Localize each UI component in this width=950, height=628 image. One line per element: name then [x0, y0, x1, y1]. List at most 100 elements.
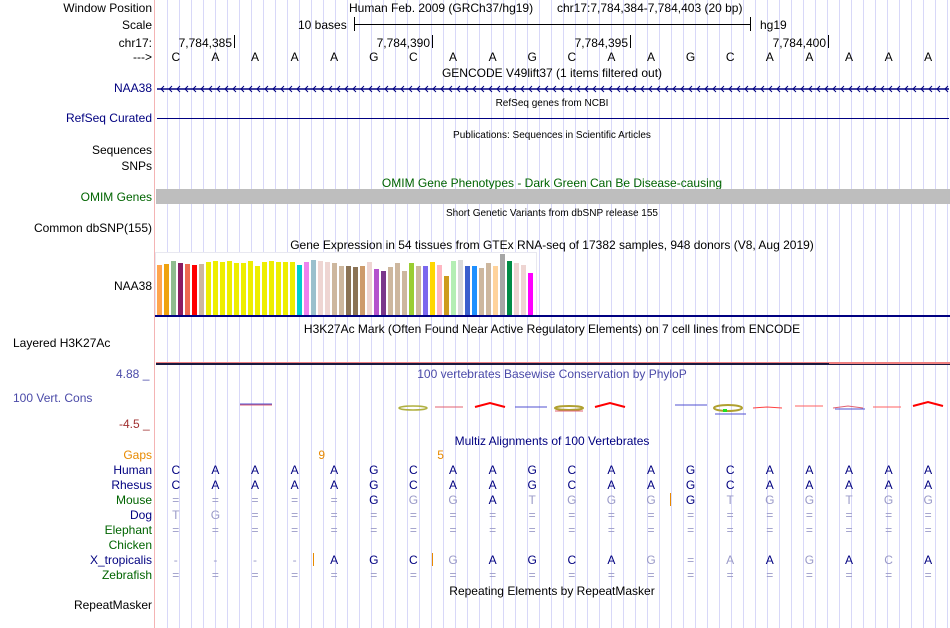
sequence-base: A: [884, 50, 893, 64]
gtex-tissue-bar[interactable]: [213, 261, 218, 316]
gtex-tissue-bar[interactable]: [465, 266, 470, 316]
gtex-tissue-bar[interactable]: [395, 263, 400, 316]
gridline: [935, 0, 936, 628]
ruler-tick: [630, 35, 631, 48]
gtex-tissue-bar[interactable]: [374, 269, 379, 316]
gtex-tissue-bar[interactable]: [164, 264, 169, 316]
species-label-mouse[interactable]: Mouse: [115, 493, 152, 507]
gridline: [779, 0, 780, 628]
gtex-tissue-bar[interactable]: [486, 263, 491, 316]
alignment-base: =: [251, 568, 259, 582]
gtex-tissue-bar[interactable]: [430, 262, 435, 316]
species-label-human[interactable]: Human: [113, 463, 152, 477]
gtex-tissue-bar[interactable]: [402, 271, 407, 316]
gtex-tissue-bar[interactable]: [507, 261, 512, 316]
gene-naa38[interactable]: [157, 82, 949, 94]
gtex-tissue-bar[interactable]: [353, 267, 358, 316]
gtex-tissue-bar[interactable]: [227, 261, 232, 316]
alignment-base: =: [172, 523, 180, 537]
gtex-tissue-bar[interactable]: [311, 260, 316, 316]
gaps-label[interactable]: Gaps: [123, 448, 152, 462]
gtex-tissue-bar[interactable]: [367, 262, 372, 316]
gtex-tissue-bar[interactable]: [493, 266, 498, 316]
gtex-tissue-bar[interactable]: [514, 263, 519, 316]
alignment-base: A: [924, 553, 933, 567]
alignment-base: A: [448, 478, 458, 492]
omim-label[interactable]: OMIM Genes: [80, 190, 152, 204]
gtex-tissue-bar[interactable]: [283, 262, 288, 316]
gtex-tissue-bar[interactable]: [479, 268, 484, 316]
gtex-tissue-bar[interactable]: [199, 264, 204, 316]
gtex-tissue-bar[interactable]: [234, 263, 239, 316]
gridline: [815, 0, 816, 628]
publications-label-snps[interactable]: SNPs: [121, 159, 152, 173]
gtex-tissue-bar[interactable]: [241, 263, 246, 316]
gtex-tissue-bar[interactable]: [346, 266, 351, 316]
phylop-mark: [474, 401, 506, 408]
species-label-elephant[interactable]: Elephant: [104, 523, 152, 537]
gtex-tissue-bar[interactable]: [290, 262, 295, 316]
gridline: [551, 0, 552, 628]
gtex-tissue-bar[interactable]: [304, 262, 309, 316]
dbsnp-label[interactable]: Common dbSNP(155): [33, 221, 152, 235]
gtex-tissue-bar[interactable]: [360, 266, 365, 316]
gtex-tissue-bar[interactable]: [388, 267, 393, 316]
gtex-tissue-bar[interactable]: [528, 273, 533, 316]
alignment-base: G: [527, 463, 537, 477]
phylop-mark: [398, 405, 428, 411]
gtex-tissue-bar[interactable]: [325, 262, 330, 316]
alignment-base: C: [409, 463, 418, 477]
gtex-tissue-bar[interactable]: [381, 271, 386, 316]
gtex-label[interactable]: NAA38: [113, 279, 152, 293]
phylop-label[interactable]: 100 Vert. Cons: [13, 391, 93, 405]
gencode-label[interactable]: NAA38: [113, 81, 152, 95]
publications-label-sequences[interactable]: Sequences: [91, 143, 152, 157]
gtex-tissue-bar[interactable]: [409, 263, 414, 316]
sequence-base: A: [607, 50, 616, 64]
gtex-tissue-bar[interactable]: [416, 266, 421, 316]
gtex-tissue-bar[interactable]: [500, 254, 505, 316]
gtex-tissue-bar[interactable]: [255, 266, 260, 316]
gtex-tissue-bar[interactable]: [297, 265, 302, 316]
gtex-tissue-bar[interactable]: [458, 260, 463, 316]
refseq-gene-line[interactable]: [157, 118, 949, 119]
species-label-zebrafish[interactable]: Zebrafish: [101, 568, 152, 582]
gtex-tissue-bar[interactable]: [423, 266, 428, 316]
gtex-tissue-bar[interactable]: [262, 262, 267, 316]
species-label-rhesus[interactable]: Rhesus: [111, 478, 152, 492]
repeatmasker-label[interactable]: RepeatMasker: [73, 598, 152, 612]
scale-db: hg19: [760, 18, 787, 32]
gtex-tissue-bar[interactable]: [269, 261, 274, 316]
gtex-tissue-bar[interactable]: [521, 265, 526, 316]
gtex-tissue-bar[interactable]: [451, 261, 456, 316]
alignment-base: A: [924, 478, 933, 492]
refseq-label[interactable]: RefSeq Curated: [65, 111, 152, 125]
gtex-tissue-bar[interactable]: [472, 266, 477, 316]
gtex-tissue-bar[interactable]: [444, 276, 449, 316]
phylop-title: 100 vertebrates Basewise Conservation by…: [417, 367, 687, 381]
gtex-tissue-bar[interactable]: [185, 264, 190, 316]
gtex-tissue-bar[interactable]: [332, 263, 337, 316]
gtex-tissue-bar[interactable]: [157, 265, 162, 316]
gtex-bar-chart[interactable]: [155, 252, 537, 317]
gtex-tissue-bar[interactable]: [192, 265, 197, 316]
omim-bar[interactable]: [156, 189, 950, 204]
gtex-tissue-bar[interactable]: [318, 261, 323, 316]
sequence-base: A: [924, 50, 933, 64]
gtex-tissue-bar[interactable]: [248, 261, 253, 316]
alignment-base: G: [765, 493, 775, 507]
species-label-dog[interactable]: Dog: [129, 508, 152, 522]
alignment-base: A: [844, 463, 854, 477]
gtex-tissue-bar[interactable]: [206, 262, 211, 316]
gtex-tissue-bar[interactable]: [276, 262, 281, 316]
gtex-tissue-bar[interactable]: [437, 265, 442, 316]
gridline: [839, 0, 840, 628]
species-label-chicken[interactable]: Chicken: [108, 538, 152, 552]
gtex-tissue-bar[interactable]: [171, 261, 176, 316]
gtex-tissue-bar[interactable]: [178, 263, 183, 316]
gtex-tissue-bar[interactable]: [339, 266, 344, 316]
alignment-base: =: [172, 493, 180, 507]
gtex-tissue-bar[interactable]: [220, 262, 225, 316]
h3k27ac-label[interactable]: Layered H3K27Ac: [13, 336, 111, 350]
species-label-x_tropicalis[interactable]: X_tropicalis: [89, 553, 152, 567]
